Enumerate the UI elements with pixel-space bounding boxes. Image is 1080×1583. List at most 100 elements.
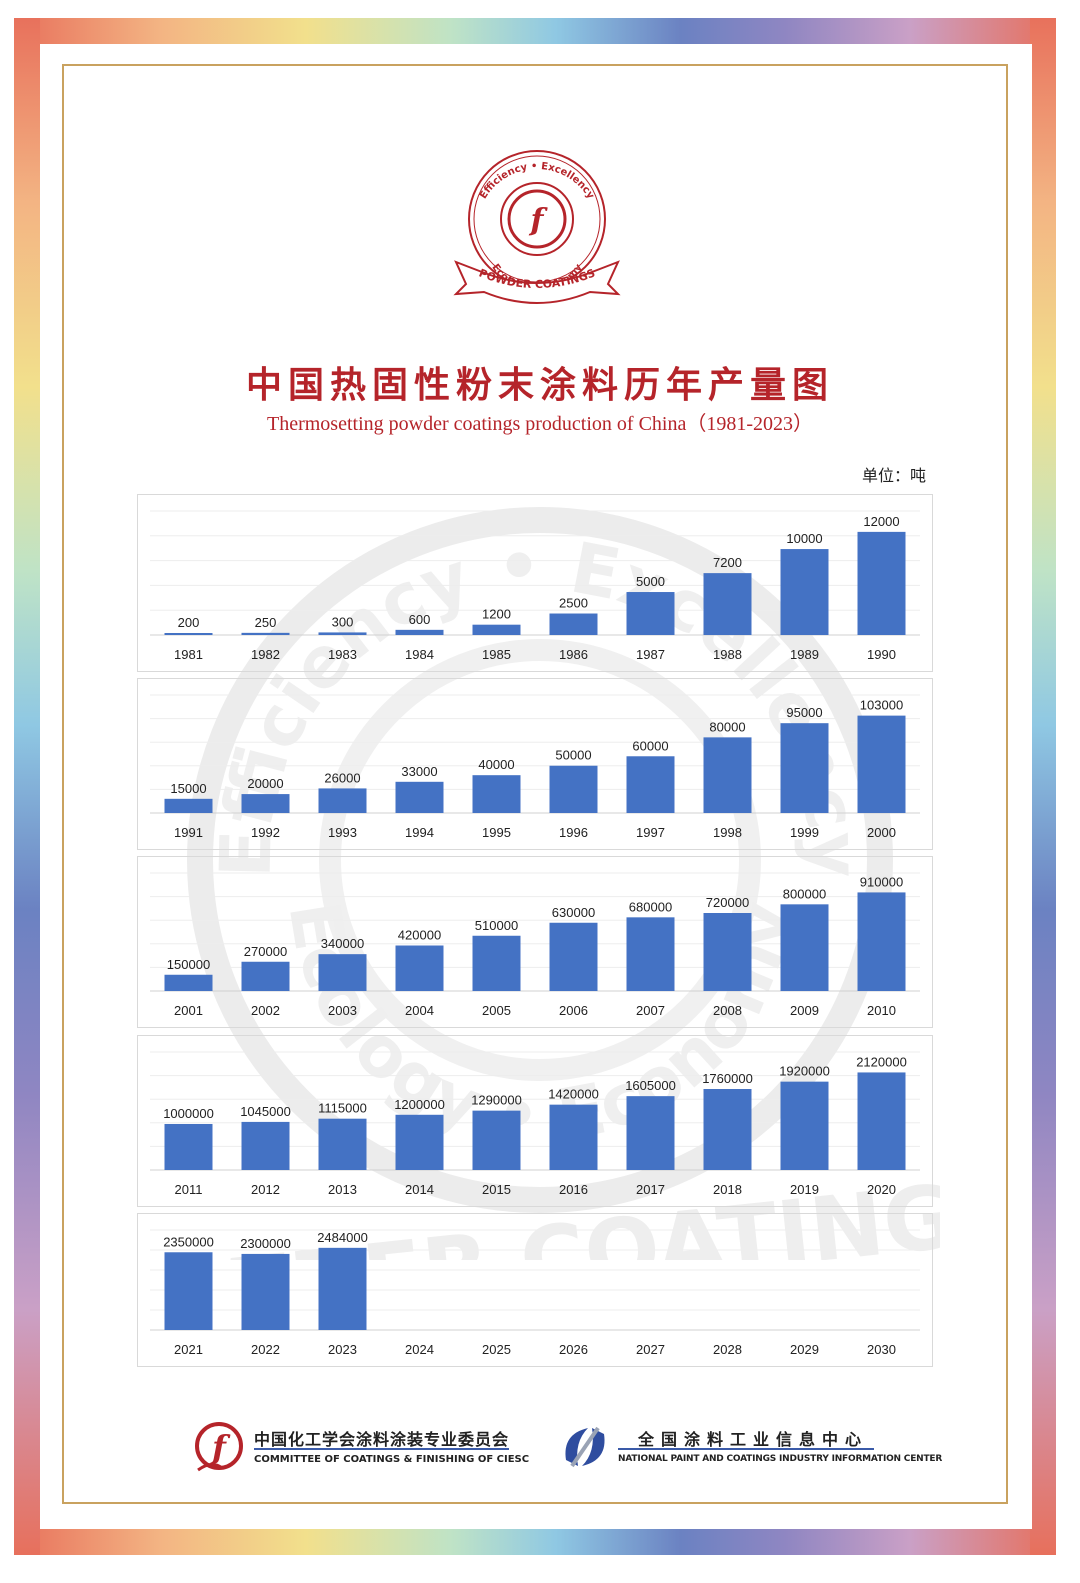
unit-label: 单位：吨 xyxy=(862,466,927,485)
bar-1987 xyxy=(626,592,675,635)
tick-label-1987: 1987 xyxy=(636,647,665,662)
tick-label-2029: 2029 xyxy=(790,1342,819,1357)
bar-1997 xyxy=(626,756,675,813)
footer-ciesc-logo-block: f 中国化工学会涂料涂装专业委员会 COMMITTEE OF COATINGS … xyxy=(192,1420,529,1478)
footer-right-divider xyxy=(618,1448,874,1450)
powder-coatings-seal-logo: f Efficiency • Excellency Ecology • Econ… xyxy=(453,150,621,304)
ciesc-logo-icon: f xyxy=(195,1422,243,1472)
bar-2022 xyxy=(241,1253,290,1330)
tick-label-2017: 2017 xyxy=(636,1182,665,1197)
bar-1998 xyxy=(703,737,752,813)
tick-label-2030: 2030 xyxy=(867,1342,896,1357)
bar-2013 xyxy=(318,1118,367,1170)
data-label-1997: 60000 xyxy=(632,738,668,753)
tick-label-2002: 2002 xyxy=(251,1003,280,1018)
data-label-2010: 910000 xyxy=(860,874,903,889)
rainbow-frame-top xyxy=(14,18,1056,44)
tick-label-2024: 2024 xyxy=(405,1342,434,1357)
rainbow-frame-bottom xyxy=(14,1529,1056,1555)
tick-label-2004: 2004 xyxy=(405,1003,434,1018)
tick-label-2027: 2027 xyxy=(636,1342,665,1357)
bar-1988 xyxy=(703,573,752,635)
tick-label-1998: 1998 xyxy=(713,825,742,840)
bar-1999 xyxy=(780,723,829,813)
bar-2008 xyxy=(703,913,752,991)
data-label-2005: 510000 xyxy=(475,918,518,933)
tick-label-1997: 1997 xyxy=(636,825,665,840)
rainbow-frame-right xyxy=(1030,18,1056,1555)
data-label-1988: 7200 xyxy=(713,555,742,570)
chart-panel-4: 1000000 2011 1045000 2012 1115000 2013 1200000… xyxy=(137,1035,933,1207)
chart-title-cn: 中国热固性粉末涂料历年产量图 xyxy=(245,364,834,406)
data-label-2019: 1920000 xyxy=(779,1064,830,1079)
bar-2020 xyxy=(857,1072,906,1170)
tick-label-1982: 1982 xyxy=(251,647,280,662)
data-label-2000: 103000 xyxy=(860,698,903,713)
bar-1991 xyxy=(164,798,213,813)
data-label-2021: 2350000 xyxy=(163,1234,214,1249)
tick-label-2009: 2009 xyxy=(790,1003,819,1018)
tick-label-1996: 1996 xyxy=(559,825,588,840)
footer-left-name-cn: 中国化工学会涂料涂装专业委员会 xyxy=(254,1430,510,1449)
tick-label-1985: 1985 xyxy=(482,647,511,662)
bar-1995 xyxy=(472,775,521,813)
data-label-2015: 1290000 xyxy=(471,1093,522,1108)
tick-label-1988: 1988 xyxy=(713,647,742,662)
data-label-1989: 10000 xyxy=(786,531,822,546)
tick-label-2025: 2025 xyxy=(482,1342,511,1357)
bar-2010 xyxy=(857,892,906,991)
tick-label-2006: 2006 xyxy=(559,1003,588,1018)
footer-right-name-cn: 全国涂料工业信息中心 xyxy=(638,1430,869,1449)
data-label-1995: 40000 xyxy=(478,757,514,772)
data-label-2009: 800000 xyxy=(783,886,826,901)
tick-label-2015: 2015 xyxy=(482,1182,511,1197)
tick-label-1984: 1984 xyxy=(405,647,434,662)
footer-right-name-en: NATIONAL PAINT AND COATINGS INDUSTRY INF… xyxy=(618,1454,943,1464)
data-label-2001: 150000 xyxy=(167,957,210,972)
tick-label-2016: 2016 xyxy=(559,1182,588,1197)
rainbow-frame-left xyxy=(14,18,40,1555)
data-label-1983: 300 xyxy=(332,614,354,629)
tick-label-2023: 2023 xyxy=(328,1342,357,1357)
chart-panel-5: 2350000 2021 2300000 2022 2484000 2023 2024 202… xyxy=(137,1213,933,1367)
bar-2017 xyxy=(626,1096,675,1170)
data-label-1990: 12000 xyxy=(863,514,899,529)
data-label-2007: 680000 xyxy=(629,899,672,914)
bar-1996 xyxy=(549,765,598,813)
tick-label-2026: 2026 xyxy=(559,1342,588,1357)
tick-label-2020: 2020 xyxy=(867,1182,896,1197)
data-label-2003: 340000 xyxy=(321,936,364,951)
data-label-1986: 2500 xyxy=(559,596,588,611)
data-label-1985: 1200 xyxy=(482,607,511,622)
bar-1990 xyxy=(857,531,906,635)
tick-label-1993: 1993 xyxy=(328,825,357,840)
chart-panel-3: 150000 2001 270000 2002 340000 2003 420000 2004… xyxy=(137,856,933,1028)
data-label-2013: 1115000 xyxy=(318,1101,367,1116)
data-label-2002: 270000 xyxy=(244,944,287,959)
tick-label-2007: 2007 xyxy=(636,1003,665,1018)
bar-2023 xyxy=(318,1247,367,1330)
data-label-2004: 420000 xyxy=(398,928,441,943)
data-label-1999: 95000 xyxy=(786,705,822,720)
bar-2000 xyxy=(857,715,906,813)
bar-2012 xyxy=(241,1121,290,1170)
bar-chart-3: 150000 2001 270000 2002 340000 2003 420000 2004… xyxy=(150,872,920,1018)
bar-1994 xyxy=(395,781,444,813)
tick-label-1983: 1983 xyxy=(328,647,357,662)
data-label-2020: 2120000 xyxy=(856,1054,907,1069)
data-label-1987: 5000 xyxy=(636,574,665,589)
bar-chart-4: 1000000 2011 1045000 2012 1115000 2013 1200000… xyxy=(150,1051,920,1197)
bar-2015 xyxy=(472,1110,521,1170)
tick-label-2019: 2019 xyxy=(790,1182,819,1197)
tick-label-2003: 2003 xyxy=(328,1003,357,1018)
tick-label-2022: 2022 xyxy=(251,1342,280,1357)
bar-2011 xyxy=(164,1123,213,1170)
bar-2004 xyxy=(395,945,444,991)
bar-chart-2: 15000 1991 20000 1992 26000 1993 33000 1994 4000… xyxy=(150,694,920,840)
data-label-1993: 26000 xyxy=(324,770,360,785)
tick-label-2012: 2012 xyxy=(251,1182,280,1197)
data-label-2012: 1045000 xyxy=(240,1104,291,1119)
bar-1983 xyxy=(318,632,367,635)
tick-label-2021: 2021 xyxy=(174,1342,203,1357)
tick-label-1991: 1991 xyxy=(174,825,203,840)
